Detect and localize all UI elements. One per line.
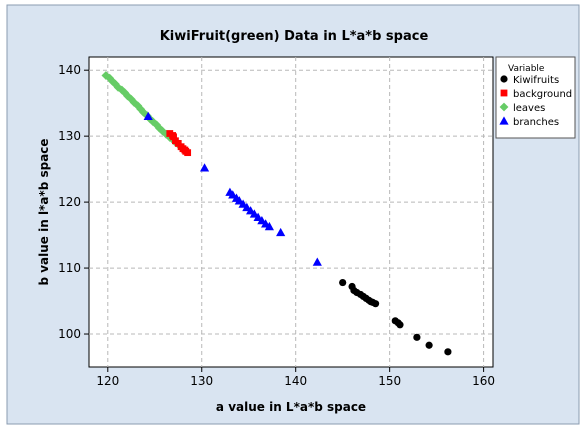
legend-marker-kiwifruits	[500, 75, 508, 83]
legend-item-branches: branches	[499, 116, 559, 128]
data-point-leaves	[129, 98, 139, 107]
data-point-branches	[143, 111, 153, 121]
legend-label-leaves: leaves	[513, 103, 545, 114]
data-point-leaves	[126, 94, 136, 104]
data-point-branches	[264, 221, 274, 231]
x-axis-label: a value in L*a*b space	[216, 400, 366, 414]
data-point-leaves	[117, 85, 127, 95]
legend-marker-leaves	[499, 102, 509, 112]
data-point-leaves	[123, 91, 132, 101]
series-kiwifruits	[339, 278, 452, 356]
y-tick-label: 100	[58, 327, 81, 341]
legend: Variable Kiwifruits background leaves branc…	[495, 56, 576, 139]
data-point-kiwifruits	[339, 278, 347, 287]
legend-box	[495, 56, 576, 139]
y-axis-ticks: 100 110 120 130 140	[58, 63, 89, 341]
data-point-background	[181, 146, 189, 154]
data-point-kiwifruits	[396, 321, 404, 329]
legend-item-background: background	[500, 89, 572, 100]
data-point-kiwifruits	[444, 348, 452, 356]
legend-label-kiwifruits: Kiwifruits	[513, 75, 559, 86]
plot-area	[88, 56, 494, 368]
data-point-kiwifruits	[413, 333, 421, 341]
data-point-branches	[199, 163, 210, 172]
legend-item-kiwifruits: Kiwifruits	[500, 75, 559, 86]
data-point-branches	[312, 257, 322, 266]
y-tick-label: 120	[58, 195, 81, 209]
x-tick-label: 150	[378, 374, 401, 388]
data-point-branches	[276, 227, 286, 237]
chart-title: KiwiFruit(green) Data in L*a*b space	[160, 29, 429, 44]
data-point-leaves	[101, 71, 111, 80]
legend-label-branches: branches	[513, 117, 559, 128]
legend-item-leaves: leaves	[499, 102, 545, 114]
x-tick-label: 130	[190, 374, 213, 388]
legend-title: Variable	[508, 64, 545, 74]
y-axis-label: b value in l*a*b space	[37, 138, 51, 285]
data-point-leaves	[133, 101, 143, 111]
data-points	[101, 71, 452, 356]
x-axis-ticks: 120 130 140 150 160	[96, 367, 495, 388]
x-tick-label: 160	[472, 374, 495, 388]
legend-marker-background	[500, 89, 508, 97]
x-tick-label: 120	[96, 374, 119, 388]
data-point-kiwifruits	[425, 341, 433, 349]
legend-label-background: background	[513, 89, 572, 100]
y-tick-label: 110	[58, 261, 81, 275]
series-leaves	[101, 71, 184, 150]
data-point-kiwifruits	[367, 298, 375, 306]
data-point-leaves	[161, 129, 171, 139]
grid-lines	[89, 57, 493, 367]
y-tick-label: 130	[58, 129, 81, 143]
y-tick-label: 140	[58, 63, 81, 77]
data-point-leaves	[148, 117, 158, 127]
legend-marker-branches	[499, 116, 509, 125]
data-point-leaves	[155, 123, 164, 133]
data-point-background	[169, 132, 177, 139]
series-background	[166, 130, 192, 157]
series-branches	[143, 111, 322, 266]
legend-items: Kiwifruits background leaves branches	[499, 75, 572, 128]
x-tick-label: 140	[284, 374, 307, 388]
